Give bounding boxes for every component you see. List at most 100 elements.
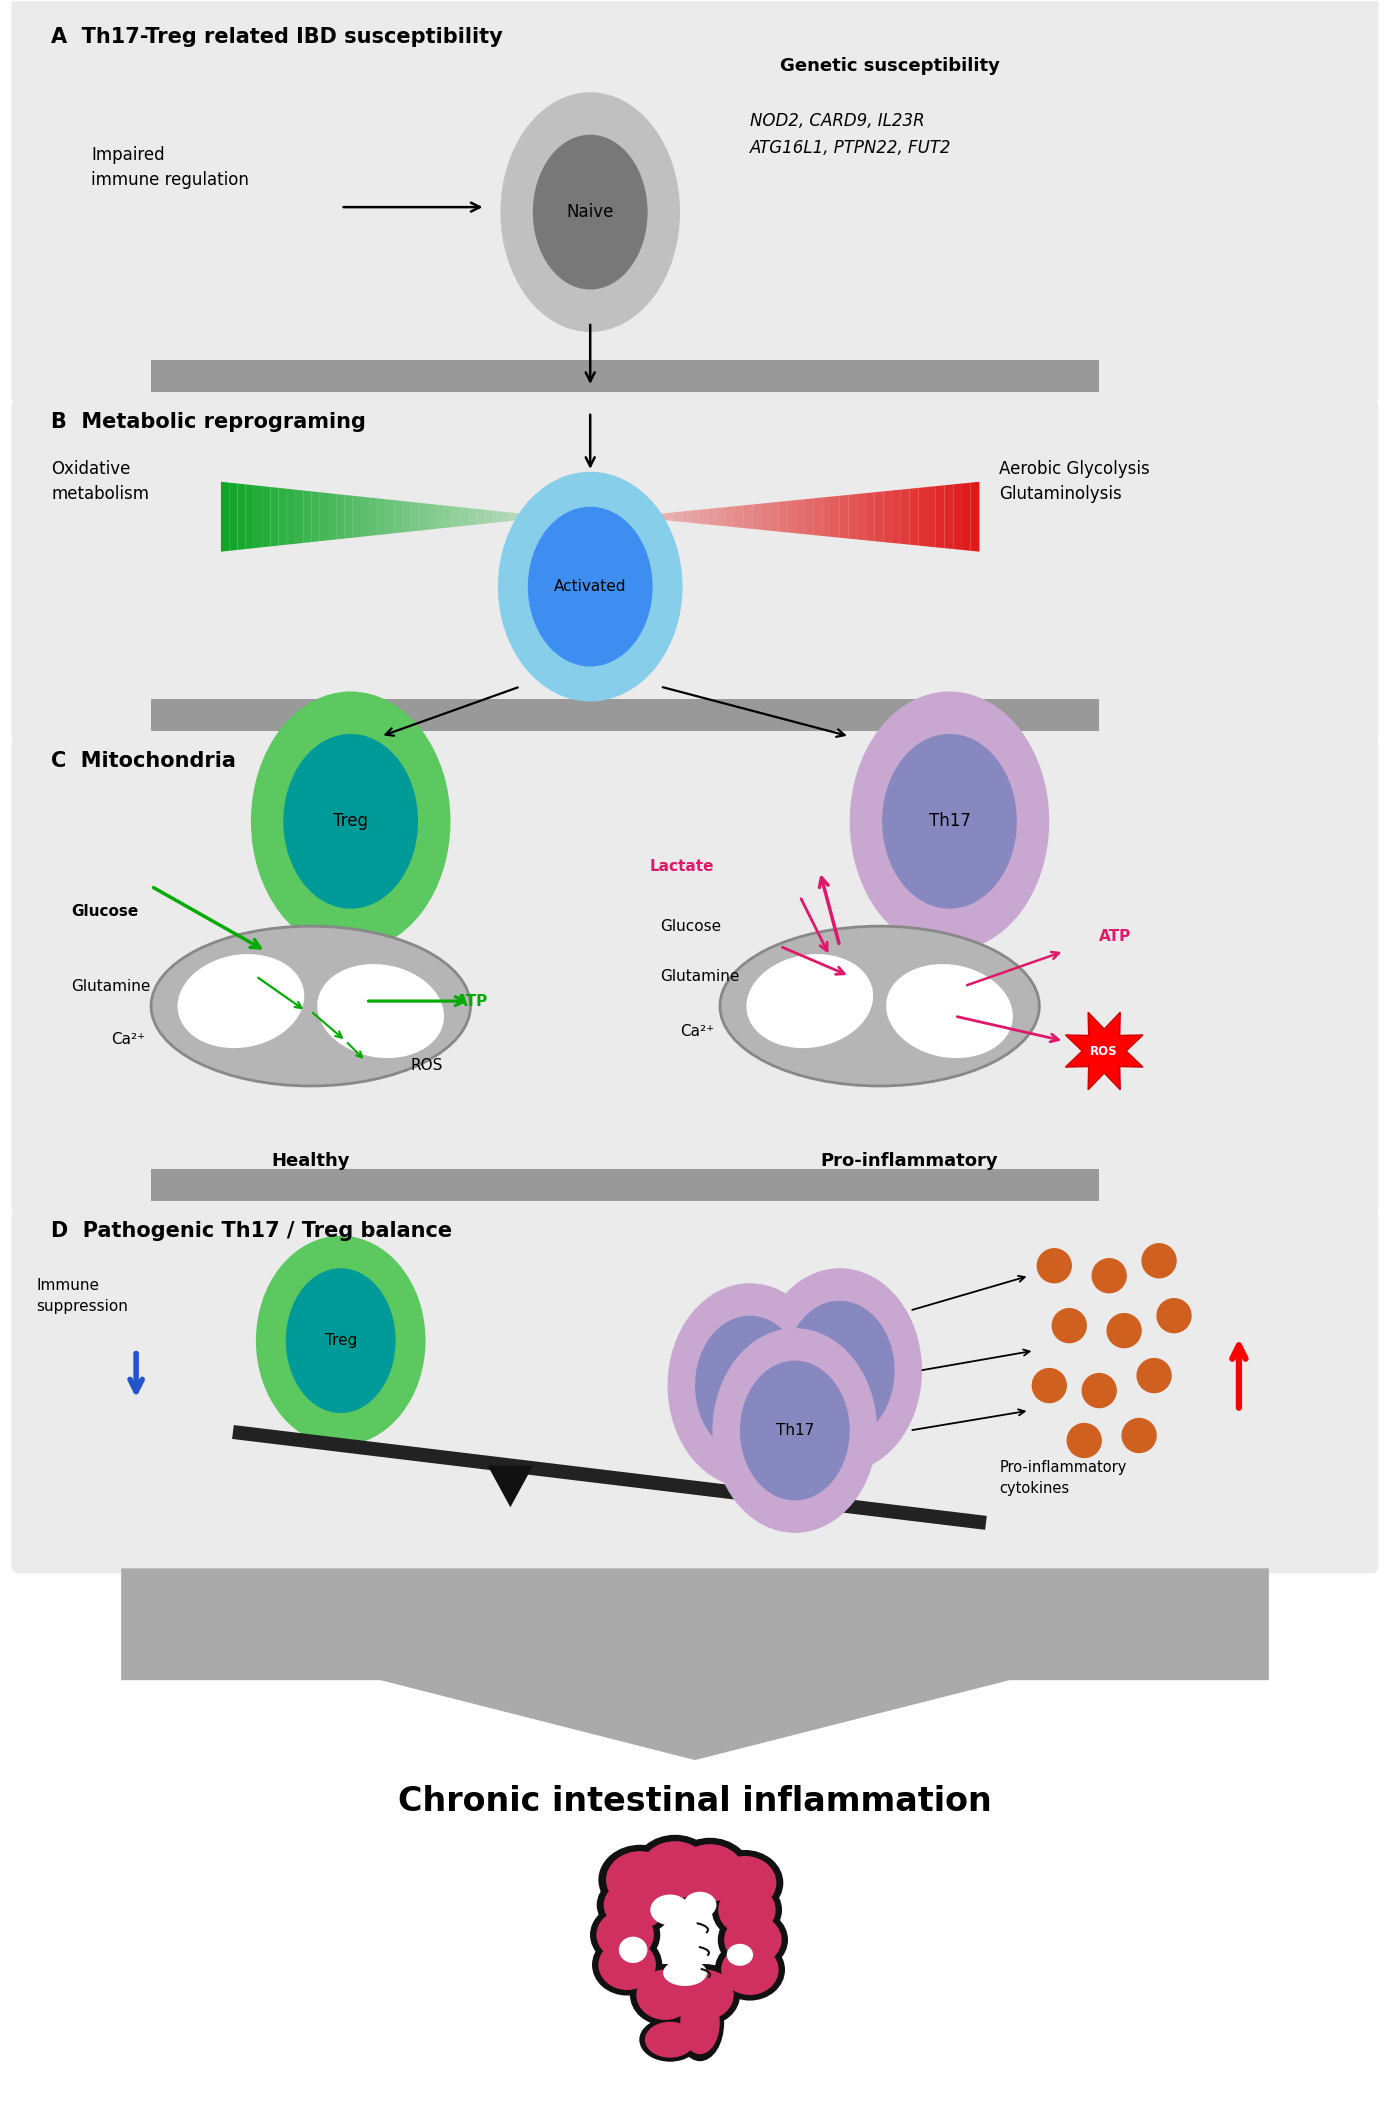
Text: Pro-inflammatory: Pro-inflammatory — [820, 1152, 998, 1171]
Text: Ca²⁺: Ca²⁺ — [680, 1024, 714, 1039]
Circle shape — [1108, 1313, 1141, 1347]
Polygon shape — [238, 484, 246, 549]
FancyBboxPatch shape — [11, 399, 1379, 744]
Text: Naive: Naive — [567, 204, 614, 221]
Text: Treg: Treg — [324, 1334, 357, 1349]
Text: NOD2, CARD9, IL23R
ATG16L1, PTPN22, FUT2: NOD2, CARD9, IL23R ATG16L1, PTPN22, FUT2 — [749, 112, 951, 157]
Polygon shape — [485, 509, 492, 524]
Ellipse shape — [713, 1328, 877, 1533]
Ellipse shape — [676, 1843, 744, 1903]
Polygon shape — [762, 503, 770, 530]
FancyBboxPatch shape — [152, 1169, 1099, 1200]
Polygon shape — [664, 513, 674, 522]
Polygon shape — [295, 490, 303, 543]
Ellipse shape — [719, 1886, 776, 1934]
Text: Impaired
immune regulation: Impaired immune regulation — [92, 146, 249, 189]
Circle shape — [1068, 1423, 1101, 1457]
Circle shape — [1143, 1243, 1176, 1277]
FancyBboxPatch shape — [11, 0, 1379, 405]
Ellipse shape — [284, 734, 418, 908]
Polygon shape — [831, 496, 840, 539]
Polygon shape — [1066, 1012, 1143, 1090]
Text: ROS: ROS — [410, 1058, 443, 1073]
Polygon shape — [892, 490, 901, 543]
Ellipse shape — [152, 927, 470, 1086]
Polygon shape — [278, 488, 286, 545]
Polygon shape — [796, 498, 805, 534]
Ellipse shape — [885, 963, 1013, 1058]
Polygon shape — [639, 515, 648, 518]
Circle shape — [1033, 1368, 1066, 1402]
Polygon shape — [866, 492, 874, 541]
Ellipse shape — [785, 1300, 895, 1440]
Polygon shape — [303, 490, 311, 543]
Polygon shape — [752, 503, 762, 530]
FancyBboxPatch shape — [11, 738, 1379, 1213]
Ellipse shape — [589, 1905, 660, 1966]
Ellipse shape — [745, 952, 874, 1050]
Polygon shape — [427, 503, 435, 530]
Polygon shape — [813, 498, 823, 537]
Polygon shape — [726, 507, 735, 528]
Text: Lactate: Lactate — [651, 859, 714, 874]
Text: Glutamine: Glutamine — [660, 969, 739, 984]
Ellipse shape — [663, 1960, 708, 1985]
Text: Th17: Th17 — [776, 1423, 815, 1438]
Polygon shape — [393, 501, 402, 532]
Text: D  Pathogenic Th17 / Treg balance: D Pathogenic Th17 / Treg balance — [51, 1222, 452, 1241]
Ellipse shape — [727, 1943, 753, 1966]
Polygon shape — [435, 505, 443, 528]
Text: B  Metabolic reprograming: B Metabolic reprograming — [51, 411, 366, 433]
Polygon shape — [345, 494, 353, 539]
Polygon shape — [221, 481, 229, 551]
Ellipse shape — [706, 1850, 784, 1915]
Text: Glutamine: Glutamine — [71, 978, 150, 993]
Text: Healthy: Healthy — [271, 1152, 350, 1171]
Text: Aerobic Glycolysis
Glutaminolysis: Aerobic Glycolysis Glutaminolysis — [999, 460, 1150, 503]
Ellipse shape — [724, 1915, 781, 1964]
FancyBboxPatch shape — [152, 361, 1099, 392]
Ellipse shape — [639, 2017, 701, 2062]
Text: Glucose: Glucose — [660, 918, 721, 933]
Ellipse shape — [695, 1315, 805, 1455]
Ellipse shape — [883, 734, 1017, 908]
Ellipse shape — [630, 1964, 701, 2026]
Polygon shape — [492, 511, 500, 524]
Ellipse shape — [619, 1936, 648, 1964]
Polygon shape — [229, 484, 238, 551]
Ellipse shape — [637, 1970, 694, 2019]
Polygon shape — [962, 484, 970, 551]
Polygon shape — [691, 509, 701, 524]
Polygon shape — [735, 505, 744, 528]
Ellipse shape — [651, 1894, 689, 1926]
Polygon shape — [263, 486, 270, 547]
Circle shape — [1093, 1258, 1126, 1292]
Text: Immune
suppression: Immune suppression — [36, 1277, 128, 1313]
Polygon shape — [858, 492, 866, 541]
Ellipse shape — [721, 1945, 778, 1996]
Ellipse shape — [250, 691, 450, 950]
Text: Glucose: Glucose — [71, 904, 139, 918]
Polygon shape — [460, 507, 468, 526]
Circle shape — [1122, 1419, 1156, 1453]
Text: Pro-inflammatory
cytokines: Pro-inflammatory cytokines — [999, 1461, 1127, 1497]
Polygon shape — [954, 484, 962, 549]
Ellipse shape — [670, 1964, 739, 2026]
Polygon shape — [468, 507, 477, 526]
Ellipse shape — [603, 1879, 667, 1930]
Polygon shape — [874, 492, 884, 543]
Polygon shape — [353, 496, 361, 539]
Ellipse shape — [645, 2021, 695, 2057]
Polygon shape — [717, 507, 726, 526]
Polygon shape — [909, 488, 919, 545]
Ellipse shape — [634, 1835, 717, 1905]
Text: Treg: Treg — [334, 812, 368, 829]
Polygon shape — [500, 511, 509, 522]
Polygon shape — [648, 513, 656, 520]
Polygon shape — [509, 513, 517, 522]
Polygon shape — [884, 490, 892, 543]
Polygon shape — [656, 513, 664, 520]
Polygon shape — [418, 503, 427, 530]
Polygon shape — [270, 488, 278, 547]
Text: Activated: Activated — [555, 579, 627, 594]
